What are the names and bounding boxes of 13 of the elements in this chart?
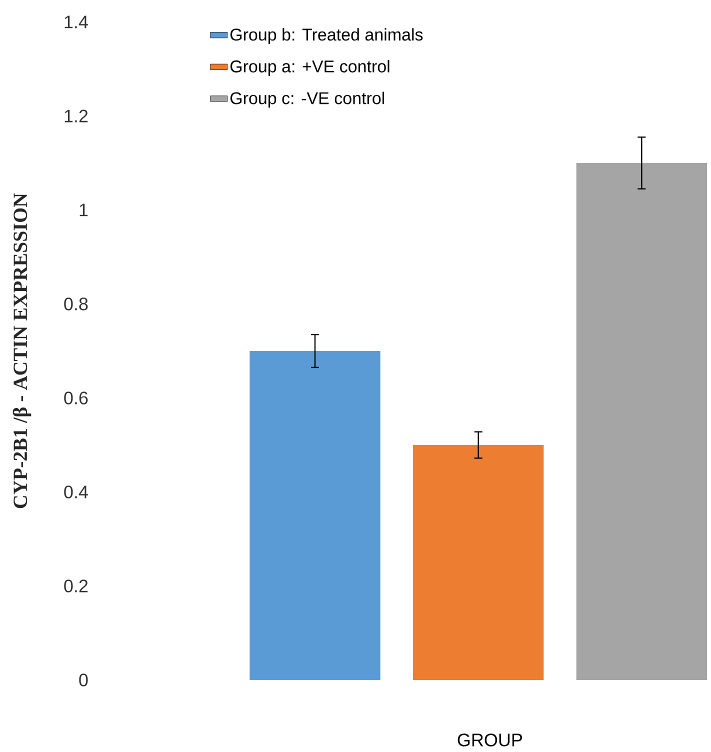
y-axis-title: CYP-2B1 /β - ACTIN EXPRESSION	[12, 193, 32, 508]
legend-label: Group a: +VE control	[230, 60, 390, 76]
x-axis-title: GROUP	[458, 734, 522, 746]
y-tick-label: 0.2	[64, 580, 88, 592]
y-tick-label: 1.4	[64, 16, 88, 28]
y-tick-label: 0.4	[64, 486, 88, 498]
y-tick-label: 1.2	[64, 110, 88, 122]
y-tick-label: 0	[79, 674, 88, 686]
legend-label: Group b: Treated animals	[230, 28, 423, 44]
y-tick-label: 0.8	[64, 298, 88, 310]
legend-label: Group c: -VE control	[230, 92, 384, 108]
y-tick-label: 1	[80, 204, 88, 216]
y-tick-label: 0.6	[64, 392, 88, 404]
